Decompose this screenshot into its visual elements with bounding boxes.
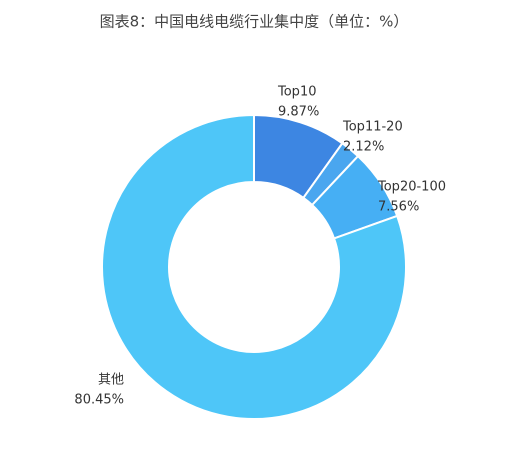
value-label: 80.45% bbox=[74, 393, 124, 408]
category-label: Top20-100 bbox=[377, 180, 446, 195]
value-label: 9.87% bbox=[278, 105, 319, 120]
category-label: Top10 bbox=[277, 85, 316, 100]
value-label: 7.56% bbox=[378, 200, 419, 215]
category-label: 其他 bbox=[98, 373, 124, 388]
value-label: 2.12% bbox=[343, 140, 384, 155]
donut-segment bbox=[101, 113, 407, 420]
chart-title: 图表8：中国电线电缆行业集中度（单位：%） bbox=[100, 13, 409, 31]
category-label: Top11-20 bbox=[342, 120, 403, 135]
